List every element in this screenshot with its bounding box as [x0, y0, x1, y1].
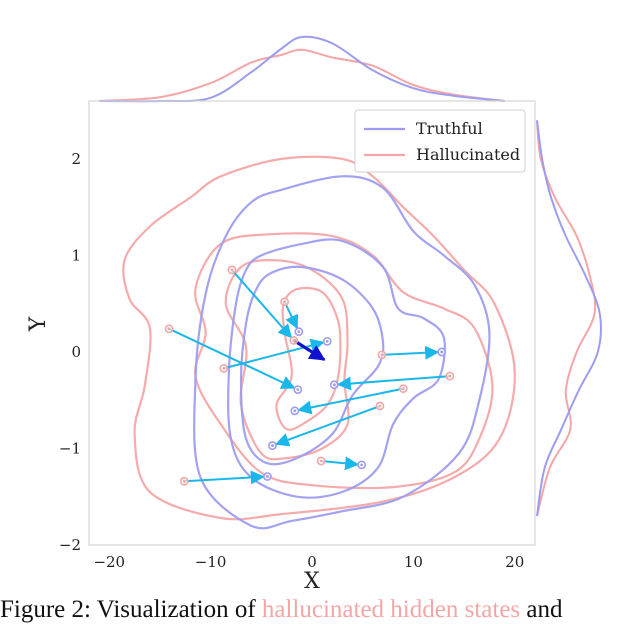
shift-arrows — [168, 269, 450, 485]
legend-label-hallucinated: Hallucinated — [416, 145, 520, 164]
point-core-hallucinated — [319, 459, 323, 463]
point-core-hallucinated — [230, 268, 234, 272]
y-tick-label: 2 — [71, 150, 81, 168]
y-tick-label: 1 — [71, 246, 81, 264]
legend-label-truthful: Truthful — [416, 119, 483, 138]
contour-truthful-0 — [193, 175, 491, 530]
point-core-truthful — [296, 388, 300, 391]
marginal-density-x — [99, 35, 505, 103]
y-tick-label: −1 — [59, 439, 81, 457]
x-tick-label: −10 — [195, 553, 227, 571]
shift-arrow — [168, 327, 296, 389]
point-core-truthful — [440, 350, 444, 354]
contour-hallucinated-2 — [224, 259, 350, 461]
point-core-truthful — [271, 444, 274, 447]
shift-arrow — [274, 405, 381, 447]
point-core-truthful — [297, 330, 301, 334]
legend: Truthful Hallucinated — [354, 109, 526, 173]
point-core-truthful — [266, 475, 269, 478]
point-core-hallucinated — [378, 404, 382, 408]
x-axis-ticks: −20 −10 0 10 20 — [93, 553, 524, 571]
contour-hallucinated-0 — [122, 155, 516, 521]
legend-box — [354, 109, 526, 173]
point-core-hallucinated — [167, 327, 171, 331]
point-core-truthful — [360, 463, 364, 467]
shift-arrow — [321, 456, 360, 471]
x-tick-label: −20 — [93, 553, 125, 571]
x-tick-label: 0 — [307, 553, 317, 571]
y-axis-ticks: −2 −1 0 1 2 — [59, 150, 81, 554]
y-tick-label: 0 — [71, 343, 81, 361]
shift-arrow — [184, 470, 265, 485]
point-core-hallucinated — [292, 338, 296, 342]
point-core-truthful — [325, 339, 329, 343]
x-axis-label: X — [304, 569, 320, 594]
shift-arrow — [223, 338, 325, 370]
contour-hallucinated-1 — [194, 232, 494, 490]
marginal-y-hallucinated — [536, 120, 597, 517]
point-core-hallucinated — [283, 300, 287, 304]
point-core-truthful — [332, 383, 336, 387]
shift-arrow — [231, 269, 293, 339]
marginal-y-truthful — [536, 120, 602, 517]
shift-arrow — [336, 375, 450, 391]
contour-truthful-1 — [227, 238, 446, 499]
point-core-hallucinated — [380, 353, 384, 357]
y-axis-label: Y — [26, 316, 51, 332]
x-tick-label: 20 — [505, 553, 524, 571]
plot-frame — [88, 100, 536, 546]
point-core-truthful — [293, 409, 297, 413]
shift-arrow — [297, 387, 404, 415]
contour-truthful-2 — [239, 265, 385, 466]
shift-arrow — [283, 301, 299, 330]
shift-arrow-highlight — [292, 339, 326, 362]
shift-arrow — [381, 345, 440, 360]
x-tick-label: 10 — [404, 553, 423, 571]
point-core-hallucinated — [182, 479, 186, 483]
kde-contours — [122, 155, 516, 530]
figure-caption: Figure 2: Visualization of hallucinated … — [0, 596, 638, 624]
caption-highlight: hallucinated hidden states — [261, 596, 521, 623]
marginal-x-truthful — [99, 35, 505, 103]
caption-suffix: and — [520, 596, 563, 623]
marginal-x-hallucinated — [99, 48, 505, 102]
marginal-density-y — [536, 120, 602, 517]
point-core-hallucinated — [401, 387, 405, 391]
state-points — [164, 265, 455, 486]
y-tick-label: −2 — [59, 536, 81, 554]
point-core-hallucinated — [222, 366, 226, 370]
caption-prefix: Figure 2: Visualization of — [0, 596, 262, 623]
point-core-hallucinated — [448, 374, 452, 378]
